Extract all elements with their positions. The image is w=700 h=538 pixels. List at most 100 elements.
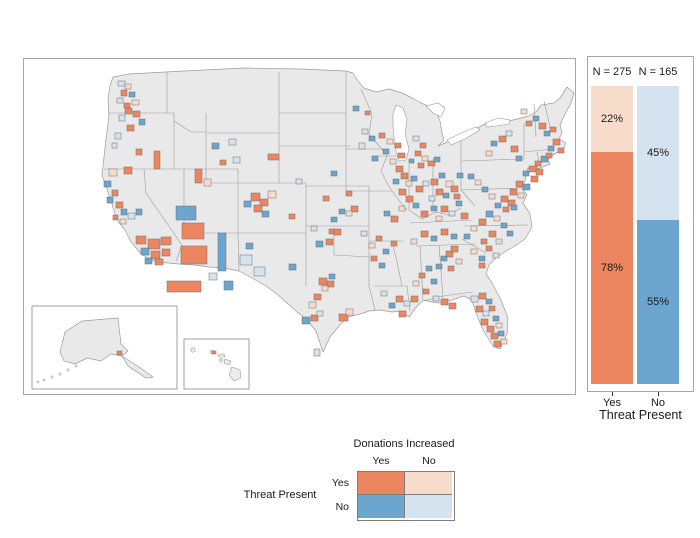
county-marker xyxy=(243,200,252,208)
county-marker xyxy=(123,102,131,109)
county-marker xyxy=(150,250,161,260)
hawaii-inset xyxy=(183,338,250,390)
county-marker xyxy=(361,128,369,135)
county-marker xyxy=(448,210,456,217)
county-marker xyxy=(333,228,342,236)
county-marker xyxy=(135,235,147,245)
county-marker xyxy=(118,114,126,122)
county-marker xyxy=(313,293,322,301)
county-marker xyxy=(108,168,118,177)
legend-col-label-no: No xyxy=(422,455,436,467)
county-marker xyxy=(160,236,172,246)
county-marker xyxy=(440,255,448,262)
x-axis-title: Threat Present xyxy=(599,408,682,422)
county-marker xyxy=(492,315,500,322)
county-marker xyxy=(400,172,409,180)
county-marker xyxy=(470,248,478,255)
lake-huron xyxy=(425,102,446,118)
county-marker xyxy=(435,188,444,196)
county-marker xyxy=(488,193,496,200)
county-marker xyxy=(138,118,146,126)
county-marker xyxy=(330,216,338,223)
county-marker xyxy=(480,238,488,245)
county-marker xyxy=(470,225,478,232)
county-marker xyxy=(455,258,463,265)
county-marker xyxy=(495,322,503,329)
county-marker xyxy=(497,330,505,337)
county-marker xyxy=(368,135,376,142)
county-marker xyxy=(522,170,530,177)
bar-plot-area: N = 275 22% 78% N = 165 45% 55% xyxy=(588,57,693,391)
county-marker xyxy=(478,292,487,300)
county-marker xyxy=(440,205,449,213)
legend-row-title: Threat Present xyxy=(243,489,317,501)
county-marker xyxy=(261,210,270,218)
bar-segment-label: 22% xyxy=(600,112,624,125)
alaska-inset xyxy=(31,305,178,390)
county-marker xyxy=(326,280,335,288)
lake-ontario xyxy=(484,117,511,128)
bar-count-label: N = 275 xyxy=(592,66,632,78)
county-marker xyxy=(415,185,424,193)
us-county-map-panel xyxy=(23,58,576,395)
county-marker xyxy=(380,290,388,297)
county-marker xyxy=(131,99,140,106)
county-marker xyxy=(315,240,324,248)
county-marker xyxy=(120,89,128,97)
legend-row-label-yes: Yes xyxy=(331,477,349,489)
legend-column-title: Donations Increased xyxy=(353,438,455,450)
county-marker xyxy=(532,115,540,122)
county-marker xyxy=(433,156,441,163)
county-marker xyxy=(435,215,443,222)
county-marker xyxy=(450,185,459,193)
county-marker xyxy=(135,148,143,156)
county-marker xyxy=(322,195,330,202)
county-marker xyxy=(392,178,400,185)
county-marker xyxy=(422,288,430,295)
legend-color-matrix xyxy=(357,471,455,521)
county-marker xyxy=(552,138,561,146)
county-marker xyxy=(447,265,455,272)
county-marker xyxy=(485,210,494,218)
county-marker xyxy=(321,285,329,292)
county-marker xyxy=(211,142,220,150)
county-marker xyxy=(493,215,501,222)
county-marker xyxy=(390,240,398,247)
county-marker xyxy=(417,162,425,169)
county-marker xyxy=(506,230,514,237)
county-marker xyxy=(390,215,399,223)
county-marker xyxy=(180,245,208,265)
county-marker xyxy=(450,233,458,240)
county-marker xyxy=(495,238,503,245)
county-marker xyxy=(338,208,346,215)
county-marker xyxy=(154,258,164,266)
county-marker xyxy=(398,188,407,196)
county-marker xyxy=(515,155,523,162)
county-marker xyxy=(389,158,397,165)
county-marker xyxy=(313,348,321,357)
county-marker xyxy=(328,273,336,280)
county-marker xyxy=(239,254,253,266)
county-marker xyxy=(352,105,360,112)
county-marker xyxy=(430,278,438,285)
county-marker xyxy=(430,205,438,212)
county-marker xyxy=(345,190,353,197)
county-marker xyxy=(114,132,122,140)
county-marker xyxy=(432,295,440,302)
county-marker xyxy=(368,242,376,249)
county-marker xyxy=(128,91,136,98)
county-marker xyxy=(485,245,493,252)
county-marker xyxy=(116,97,124,104)
county-marker xyxy=(378,132,386,139)
county-marker xyxy=(480,318,489,326)
county-marker xyxy=(378,262,386,269)
county-marker xyxy=(474,179,482,186)
hawaii-inset-box xyxy=(183,338,250,390)
county-marker xyxy=(419,142,427,149)
county-marker xyxy=(515,180,524,188)
county-marker xyxy=(494,202,502,209)
county-marker xyxy=(486,325,495,333)
county-marker xyxy=(398,205,406,212)
county-marker xyxy=(412,280,420,287)
legend-cell-yes-yes xyxy=(358,472,405,495)
